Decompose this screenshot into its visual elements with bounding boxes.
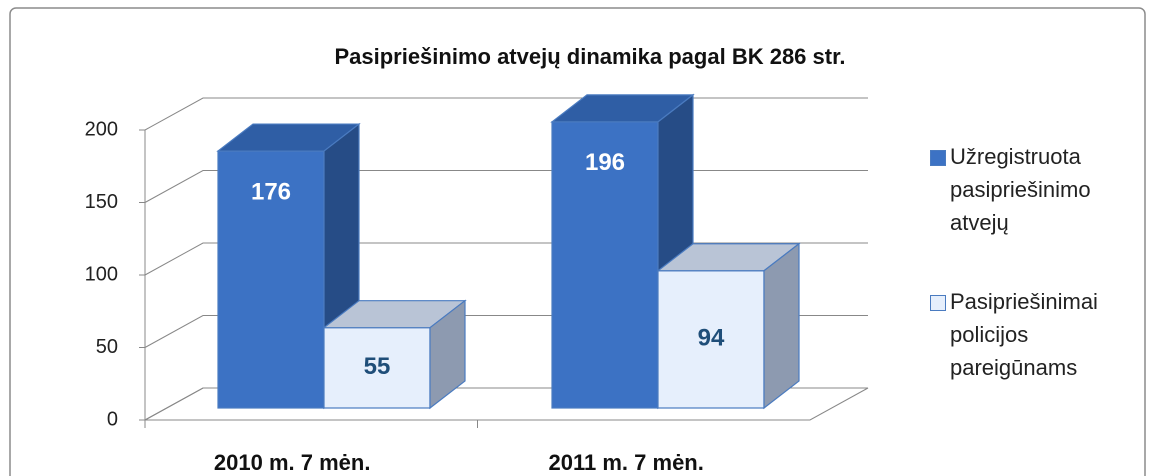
bar — [656, 242, 801, 410]
plot: 0 50 100 150 200 2010 m. 7 mėn. 176 55 2011 m. 7… — [85, 93, 869, 475]
bar-front — [217, 150, 325, 409]
data-label: 55 — [364, 353, 391, 380]
x-tick-label: 2011 m. 7 mėn. — [549, 450, 704, 475]
y-tick-label: 150 — [85, 191, 118, 213]
legend-swatch — [930, 150, 946, 166]
data-label: 176 — [251, 178, 291, 205]
bar-front — [551, 121, 659, 409]
y-tick-label: 0 — [107, 408, 118, 430]
bar-side — [429, 299, 466, 410]
bar-front — [657, 270, 765, 409]
y-tick-label: 200 — [85, 118, 118, 140]
chart-title: Pasipriešinimo atvejų dinamika pagal BK … — [334, 44, 845, 69]
data-label: 196 — [585, 149, 625, 176]
legend-swatch — [930, 295, 946, 311]
x-tick-label: 2010 m. 7 mėn. — [214, 450, 371, 475]
bar-side — [763, 242, 800, 410]
data-label: 94 — [698, 325, 725, 352]
bar — [322, 299, 467, 410]
legend-label: Pasipriešinimai policijos pareigūnams — [950, 289, 1098, 380]
y-tick-label: 50 — [96, 336, 118, 358]
legend-label: Užregistruota pasipriešinimo atvejų — [950, 144, 1091, 235]
y-tick-label: 100 — [85, 263, 118, 285]
